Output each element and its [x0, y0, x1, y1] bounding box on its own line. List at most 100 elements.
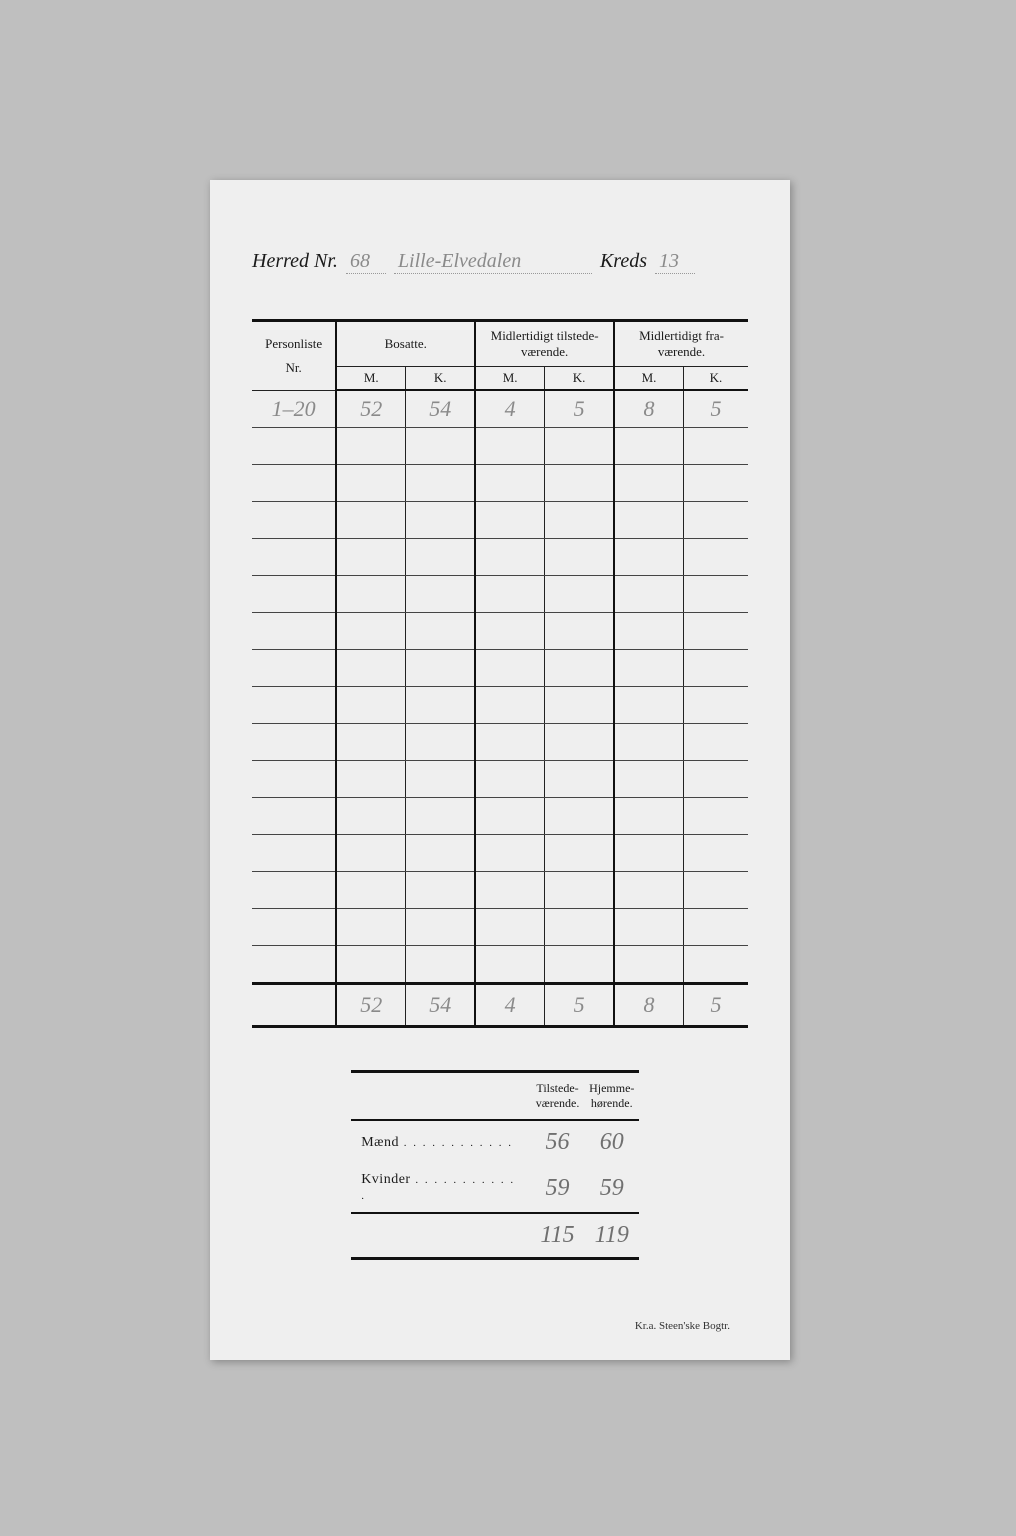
- sub-m: M.: [475, 367, 544, 391]
- empty-cell: [252, 428, 336, 465]
- empty-cell: [545, 835, 614, 872]
- kvinder-til: 59: [530, 1164, 584, 1213]
- empty-cell: [252, 835, 336, 872]
- total-fra-k: 5: [684, 984, 749, 1027]
- cell-til-m: 4: [475, 390, 544, 428]
- empty-cell: [406, 687, 475, 724]
- empty-cell: [336, 761, 405, 798]
- empty-cell: [336, 946, 405, 984]
- total-hj: 119: [585, 1213, 639, 1259]
- empty-cell: [336, 502, 405, 539]
- empty-cell: [252, 872, 336, 909]
- empty-cell: [545, 576, 614, 613]
- empty-cell: [545, 798, 614, 835]
- total-bosatte-k: 54: [406, 984, 475, 1027]
- blank-row: [252, 724, 748, 761]
- blank-row: [252, 872, 748, 909]
- empty-cell: [614, 798, 683, 835]
- empty-cell: [614, 761, 683, 798]
- empty-cell: [252, 946, 336, 984]
- col-personliste: Personliste Nr.: [252, 321, 336, 391]
- total-til-k: 5: [545, 984, 614, 1027]
- empty-cell: [252, 502, 336, 539]
- empty-cell: [475, 946, 544, 984]
- empty-cell: [336, 650, 405, 687]
- col-midl-fra: Midlertidigt fra- værende.: [614, 321, 748, 367]
- summary-table: Tilstede- værende. Hjemme- hørende. Mænd…: [351, 1070, 639, 1260]
- empty-cell: [684, 946, 749, 984]
- empty-cell: [684, 798, 749, 835]
- blank-row: [252, 687, 748, 724]
- empty-cell: [684, 724, 749, 761]
- blank-row: [252, 576, 748, 613]
- col-bosatte: Bosatte.: [336, 321, 475, 367]
- summary-blank: [351, 1072, 530, 1121]
- empty-cell: [252, 576, 336, 613]
- empty-cell: [614, 613, 683, 650]
- empty-cell: [336, 687, 405, 724]
- empty-cell: [406, 798, 475, 835]
- total-til-m: 4: [475, 984, 544, 1027]
- empty-cell: [406, 872, 475, 909]
- empty-cell: [545, 761, 614, 798]
- herred-label: Herred Nr.: [252, 250, 338, 273]
- empty-cell: [406, 465, 475, 502]
- printer-footer: Kr.a. Steen'ske Bogtr.: [635, 1320, 730, 1332]
- empty-cell: [336, 909, 405, 946]
- empty-cell: [684, 687, 749, 724]
- cell-nr: 1–20: [252, 390, 336, 428]
- empty-cell: [545, 613, 614, 650]
- empty-cell: [614, 428, 683, 465]
- cell-empty: [252, 984, 336, 1027]
- blank-row: [252, 650, 748, 687]
- empty-cell: [406, 724, 475, 761]
- empty-cell: [545, 687, 614, 724]
- empty-cell: [336, 798, 405, 835]
- empty-cell: [252, 798, 336, 835]
- empty-cell: [336, 428, 405, 465]
- sub-k: K.: [545, 367, 614, 391]
- summary-col-tilstede: Tilstede- værende.: [530, 1072, 584, 1121]
- empty-cell: [684, 835, 749, 872]
- cell-bosatte-m: 52: [336, 390, 405, 428]
- empty-cell: [475, 502, 544, 539]
- kreds-number: 13: [655, 250, 695, 274]
- total-til: 115: [530, 1213, 584, 1259]
- sub-m: M.: [614, 367, 683, 391]
- cell-fra-m: 8: [614, 390, 683, 428]
- empty-cell: [614, 539, 683, 576]
- empty-cell: [614, 872, 683, 909]
- total-bosatte-m: 52: [336, 984, 405, 1027]
- empty-cell: [475, 687, 544, 724]
- blank-row: [252, 798, 748, 835]
- empty-cell: [545, 872, 614, 909]
- herred-number: 68: [346, 250, 386, 274]
- empty-cell: [406, 835, 475, 872]
- empty-cell: [545, 465, 614, 502]
- blank-row: [252, 946, 748, 984]
- cell-fra-k: 5: [684, 390, 749, 428]
- herred-name: Lille-Elvedalen: [394, 250, 592, 274]
- empty-cell: [475, 798, 544, 835]
- empty-cell: [252, 761, 336, 798]
- empty-cell: [614, 650, 683, 687]
- data-row: 1–20 52 54 4 5 8 5: [252, 390, 748, 428]
- empty-cell: [336, 465, 405, 502]
- empty-cell: [252, 724, 336, 761]
- empty-cell: [475, 428, 544, 465]
- empty-cell: [684, 428, 749, 465]
- empty-cell: [336, 872, 405, 909]
- empty-cell: [684, 872, 749, 909]
- empty-cell: [475, 724, 544, 761]
- blank-row: [252, 909, 748, 946]
- empty-cell: [545, 724, 614, 761]
- summary-row-total: 115 119: [351, 1213, 639, 1259]
- summary-col-hjemme: Hjemme- hørende.: [585, 1072, 639, 1121]
- empty-cell: [684, 539, 749, 576]
- empty-cell: [545, 428, 614, 465]
- kvinder-hj: 59: [585, 1164, 639, 1213]
- totals-row: 52 54 4 5 8 5: [252, 984, 748, 1027]
- empty-cell: [252, 613, 336, 650]
- census-table: Personliste Nr. Bosatte. Midlertidigt ti…: [252, 319, 748, 1028]
- empty-cell: [406, 613, 475, 650]
